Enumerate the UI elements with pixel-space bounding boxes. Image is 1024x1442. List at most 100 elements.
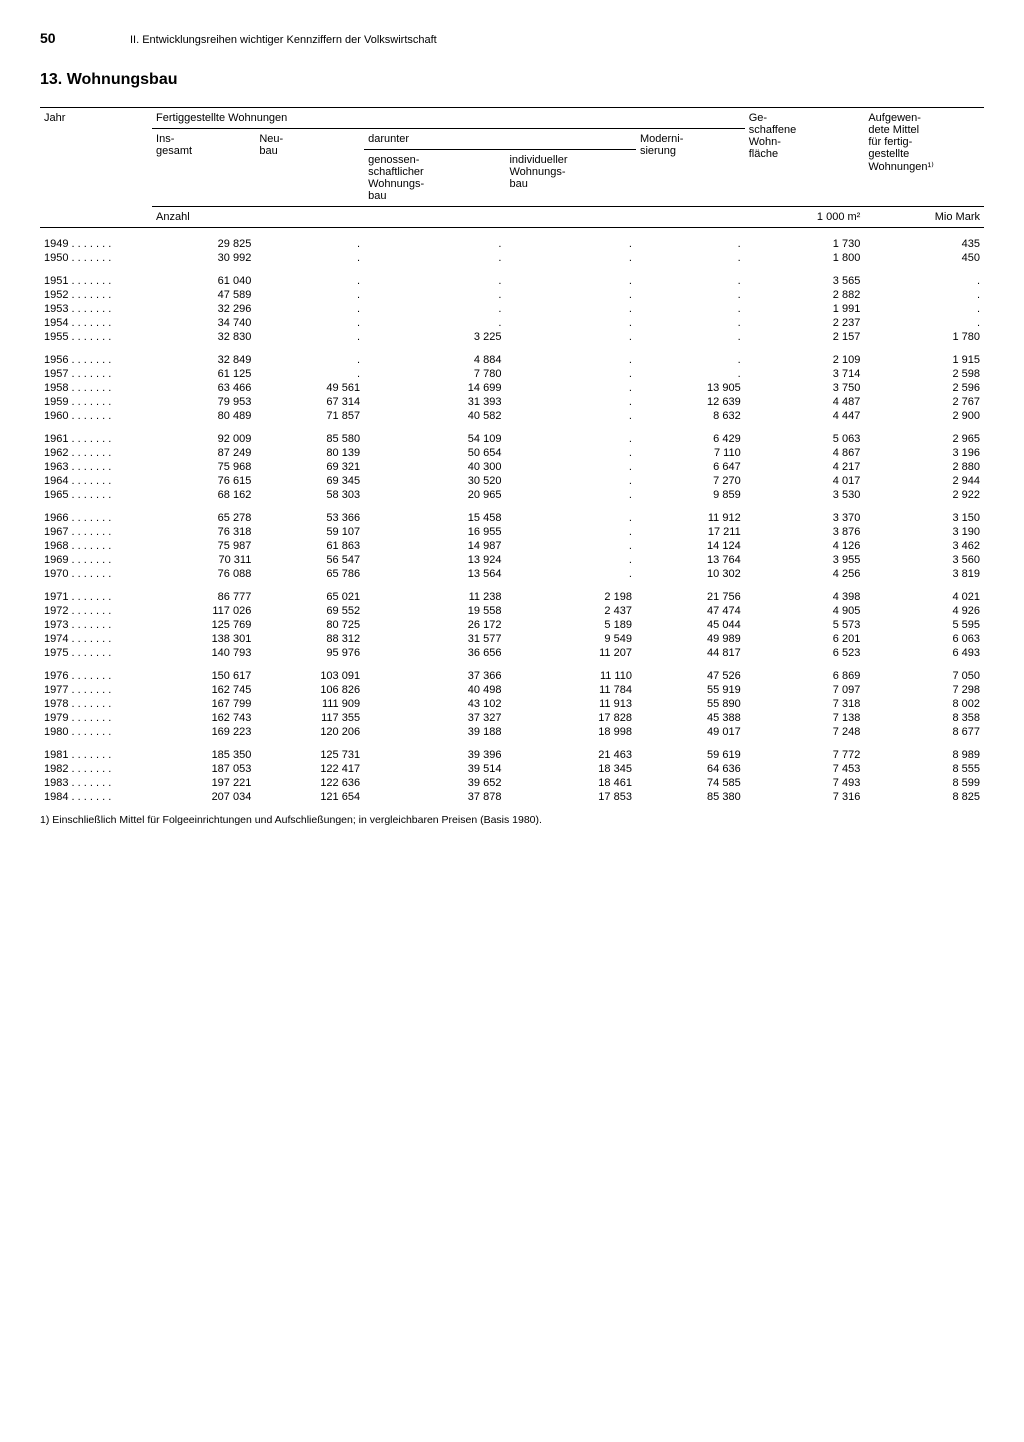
data-cell: 65 278 — [152, 502, 255, 525]
data-cell: 7 453 — [745, 762, 865, 776]
table-row: 1974 . . . . . . .138 30188 31231 5779 5… — [40, 632, 984, 646]
data-cell: 26 172 — [364, 618, 505, 632]
data-cell: . — [255, 330, 364, 344]
table-row: 1979 . . . . . . .162 743117 35537 32717… — [40, 711, 984, 725]
data-cell: 4 926 — [864, 604, 984, 618]
data-cell: 75 968 — [152, 460, 255, 474]
data-cell: 63 466 — [152, 381, 255, 395]
data-cell: 49 989 — [636, 632, 745, 646]
data-cell: 2 596 — [864, 381, 984, 395]
data-cell: 6 523 — [745, 646, 865, 660]
data-cell: . — [255, 302, 364, 316]
data-cell: . — [505, 553, 636, 567]
year-cell: 1951 . . . . . . . — [40, 265, 152, 288]
data-cell: . — [636, 228, 745, 252]
data-cell: . — [505, 381, 636, 395]
data-cell: 103 091 — [255, 660, 364, 683]
data-cell: 56 547 — [255, 553, 364, 567]
data-cell: . — [255, 344, 364, 367]
data-cell: 55 919 — [636, 683, 745, 697]
year-cell: 1968 . . . . . . . — [40, 539, 152, 553]
table-row: 1980 . . . . . . .169 223120 20639 18818… — [40, 725, 984, 739]
table-row: 1957 . . . . . . .61 125.7 780..3 7142 5… — [40, 367, 984, 381]
data-cell: 162 745 — [152, 683, 255, 697]
year-cell: 1949 . . . . . . . — [40, 228, 152, 252]
th-genossen: genossen- schaftlicher Wohnungs- bau — [364, 150, 505, 207]
data-cell: 2 198 — [505, 581, 636, 604]
data-cell: . — [505, 330, 636, 344]
data-cell: . — [636, 367, 745, 381]
data-cell: 47 589 — [152, 288, 255, 302]
data-cell: 4 884 — [364, 344, 505, 367]
data-cell: 450 — [864, 251, 984, 265]
data-cell: 39 396 — [364, 739, 505, 762]
data-cell: 21 463 — [505, 739, 636, 762]
data-cell: 8 989 — [864, 739, 984, 762]
table-row: 1967 . . . . . . .76 31859 10716 955.17 … — [40, 525, 984, 539]
year-cell: 1950 . . . . . . . — [40, 251, 152, 265]
year-cell: 1967 . . . . . . . — [40, 525, 152, 539]
year-cell: 1974 . . . . . . . — [40, 632, 152, 646]
th-geschaffene: Ge- schaffene Wohn- fläche — [745, 108, 865, 207]
data-cell: 3 225 — [364, 330, 505, 344]
data-cell: . — [364, 288, 505, 302]
data-cell: 3 750 — [745, 381, 865, 395]
year-cell: 1972 . . . . . . . — [40, 604, 152, 618]
data-cell: . — [255, 367, 364, 381]
year-cell: 1973 . . . . . . . — [40, 618, 152, 632]
data-cell: 18 345 — [505, 762, 636, 776]
data-cell: 47 526 — [636, 660, 745, 683]
data-cell: 1 915 — [864, 344, 984, 367]
table-row: 1968 . . . . . . .75 98761 86314 987.14 … — [40, 539, 984, 553]
data-cell: 7 248 — [745, 725, 865, 739]
data-cell: . — [864, 302, 984, 316]
data-cell: 37 327 — [364, 711, 505, 725]
data-cell: 30 520 — [364, 474, 505, 488]
table-row: 1960 . . . . . . .80 48971 85740 582.8 6… — [40, 409, 984, 423]
table-row: 1958 . . . . . . .63 46649 56114 699.13 … — [40, 381, 984, 395]
data-cell: 68 162 — [152, 488, 255, 502]
data-cell: 2 965 — [864, 423, 984, 446]
year-cell: 1956 . . . . . . . — [40, 344, 152, 367]
data-cell: 88 312 — [255, 632, 364, 646]
data-cell: . — [505, 460, 636, 474]
data-cell: 32 296 — [152, 302, 255, 316]
data-cell: 92 009 — [152, 423, 255, 446]
year-cell: 1983 . . . . . . . — [40, 776, 152, 790]
table-row: 1975 . . . . . . .140 79395 97636 65611 … — [40, 646, 984, 660]
data-cell: 4 867 — [745, 446, 865, 460]
chapter-title: II. Entwicklungsreihen wichtiger Kennzif… — [130, 34, 437, 46]
data-cell: 122 417 — [255, 762, 364, 776]
data-cell: 17 828 — [505, 711, 636, 725]
data-cell: 39 514 — [364, 762, 505, 776]
data-cell: 2 109 — [745, 344, 865, 367]
data-cell: 69 552 — [255, 604, 364, 618]
year-cell: 1966 . . . . . . . — [40, 502, 152, 525]
data-cell: 167 799 — [152, 697, 255, 711]
data-cell: . — [505, 474, 636, 488]
data-cell: . — [505, 488, 636, 502]
data-cell: 7 318 — [745, 697, 865, 711]
data-cell: 14 987 — [364, 539, 505, 553]
data-cell: 7 097 — [745, 683, 865, 697]
data-cell: 34 740 — [152, 316, 255, 330]
data-cell: . — [864, 288, 984, 302]
wohnungsbau-table: Jahr Fertiggestellte Wohnungen Ge- schaf… — [40, 107, 984, 804]
data-cell: 2 437 — [505, 604, 636, 618]
data-cell: 61 125 — [152, 367, 255, 381]
data-cell: 40 582 — [364, 409, 505, 423]
data-cell: 8 599 — [864, 776, 984, 790]
data-cell: . — [505, 316, 636, 330]
data-cell: 8 555 — [864, 762, 984, 776]
data-cell: 85 380 — [636, 790, 745, 804]
table-row: 1978 . . . . . . .167 799111 90943 10211… — [40, 697, 984, 711]
year-cell: 1959 . . . . . . . — [40, 395, 152, 409]
data-cell: . — [505, 567, 636, 581]
year-cell: 1952 . . . . . . . — [40, 288, 152, 302]
data-cell: 4 021 — [864, 581, 984, 604]
year-cell: 1954 . . . . . . . — [40, 316, 152, 330]
data-cell: 3 565 — [745, 265, 865, 288]
data-cell: 5 063 — [745, 423, 865, 446]
data-cell: 7 780 — [364, 367, 505, 381]
data-cell: . — [505, 288, 636, 302]
